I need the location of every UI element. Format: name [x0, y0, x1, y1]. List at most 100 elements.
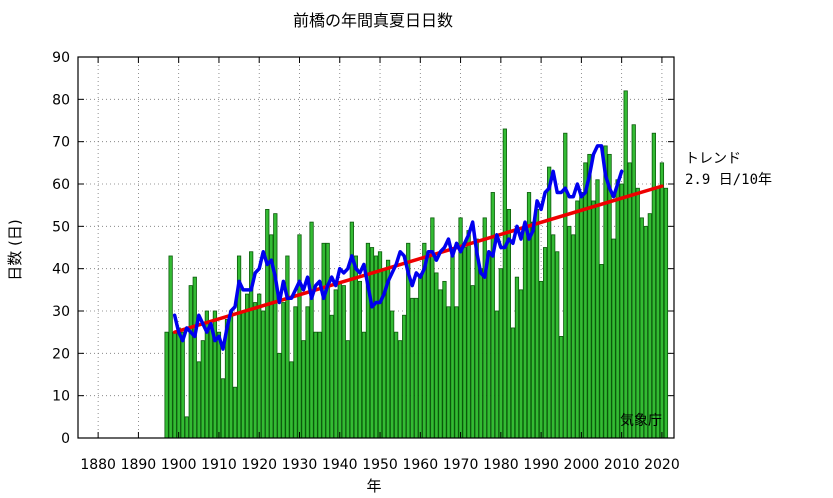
x-tick-label: 1950: [362, 457, 398, 473]
bar: [450, 247, 455, 439]
x-tick-label: 1980: [483, 457, 519, 473]
bar: [228, 310, 234, 439]
bar: [530, 221, 536, 439]
bar: [317, 331, 322, 439]
bar: [434, 272, 439, 439]
bar: [603, 145, 608, 439]
bar: [245, 293, 250, 439]
bar: [442, 280, 447, 439]
trend-value: 2.9 日/10年: [685, 172, 772, 188]
bar: [494, 310, 499, 439]
x-tick-label: 1900: [161, 457, 197, 473]
bar: [639, 217, 644, 439]
bar: [623, 90, 628, 439]
bar: [474, 238, 479, 439]
bar: [192, 276, 197, 439]
bar: [172, 331, 177, 439]
bar: [273, 213, 278, 439]
bar: [216, 331, 222, 439]
bar: [615, 179, 620, 439]
bar: [647, 213, 652, 439]
x-tick-label: 2010: [604, 457, 640, 473]
bar: [651, 132, 656, 439]
x-axis-label: 年: [366, 477, 381, 495]
bar: [635, 187, 640, 439]
bar: [253, 302, 258, 439]
y-tick-label: 0: [61, 431, 70, 447]
bar: [655, 187, 661, 439]
bar: [281, 302, 286, 439]
y-tick-label: 70: [52, 135, 70, 151]
bar: [599, 264, 604, 439]
bar: [587, 153, 592, 439]
bar: [389, 310, 395, 439]
y-tick-label: 40: [52, 262, 70, 278]
bar: [220, 378, 226, 439]
x-axis: 1880 1890 1900 1910 1920 1930 1940 1950 1960 1970…: [80, 57, 680, 473]
bar: [176, 327, 181, 439]
bar: [555, 251, 560, 439]
bar: [486, 255, 491, 439]
bar: [595, 179, 600, 439]
bar: [410, 297, 415, 439]
bar: [402, 314, 407, 439]
bar: [426, 255, 431, 439]
bar: [462, 247, 467, 439]
bar: [466, 230, 471, 439]
bar: [534, 208, 540, 439]
x-tick-label: 1990: [523, 457, 559, 473]
bar: [297, 234, 302, 439]
bar: [659, 162, 665, 439]
bar: [543, 247, 548, 439]
bar: [333, 289, 338, 439]
bar: [285, 255, 290, 439]
bar: [438, 289, 443, 439]
bar: [518, 289, 524, 439]
trend-label: トレンド: [685, 151, 741, 167]
bar: [164, 331, 169, 439]
bar: [567, 225, 572, 439]
x-tick-label: 1920: [241, 457, 277, 473]
bar: [643, 225, 648, 439]
bar: [418, 276, 423, 439]
bar: [345, 340, 350, 439]
y-tick-label: 80: [52, 92, 70, 108]
bar: [265, 208, 270, 439]
trend-line-segment: [172, 184, 664, 334]
bar: [208, 327, 214, 439]
bar: [361, 331, 367, 439]
bar: [571, 234, 576, 439]
bar: [607, 153, 612, 439]
bar: [563, 132, 568, 439]
bar: [341, 285, 346, 439]
trend-line: [172, 184, 664, 334]
bar: [168, 255, 173, 439]
y-axis: 0 10 20 30 40 50 60 70 80 90: [52, 50, 674, 447]
x-tick-label: 1890: [121, 457, 157, 473]
bar: [261, 310, 266, 439]
source-label: 気象庁: [620, 413, 662, 429]
bar: [373, 255, 379, 439]
bar: [305, 306, 310, 439]
x-tick-label: 1930: [282, 457, 318, 473]
bar: [196, 361, 201, 439]
bar: [325, 242, 330, 439]
bar: [510, 327, 516, 439]
y-tick-label: 10: [52, 389, 70, 405]
x-tick-label: 1940: [322, 457, 358, 473]
bar: [446, 306, 451, 439]
bar: [301, 340, 306, 439]
bar: [369, 247, 375, 439]
bar: [575, 200, 580, 439]
bar: [313, 331, 318, 439]
bar: [321, 242, 326, 439]
x-tick-label: 1910: [201, 457, 237, 473]
bar: [502, 128, 507, 439]
bar-series: [164, 90, 669, 439]
bar: [619, 183, 624, 439]
bar: [289, 361, 294, 439]
bar: [329, 314, 334, 439]
bar: [232, 386, 238, 439]
y-axis-label: 日数 (日): [6, 219, 24, 280]
bar: [180, 331, 185, 439]
